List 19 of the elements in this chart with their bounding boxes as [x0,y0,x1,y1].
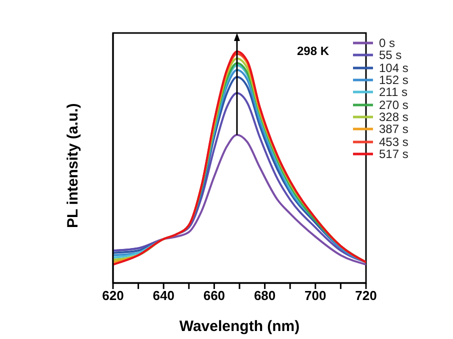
legend-label: 328 s [379,110,408,124]
x-tick-label: 660 [203,288,226,304]
legend-label: 453 s [379,134,408,149]
x-tick-label: 620 [102,288,124,304]
legend-label: 55 s [379,48,402,62]
y-axis-title: PL intensity (a.u.) [64,103,82,228]
legend-label: 211 s [379,85,408,100]
x-tick-label: 680 [254,288,276,304]
legend-label: 0 s [379,36,396,50]
annotation: 298 K [297,44,330,58]
x-tick-label: 700 [304,288,326,304]
legend-label: 270 s [379,98,408,112]
x-tick-label: 640 [152,288,174,304]
x-tick-label: 720 [355,288,377,304]
legend-label: 104 s [379,60,408,75]
x-axis-title: Wavelength (nm) [179,318,300,335]
legend-label: 517 s [379,146,408,161]
legend-label: 387 s [379,122,408,136]
legend-label: 152 s [379,73,408,88]
